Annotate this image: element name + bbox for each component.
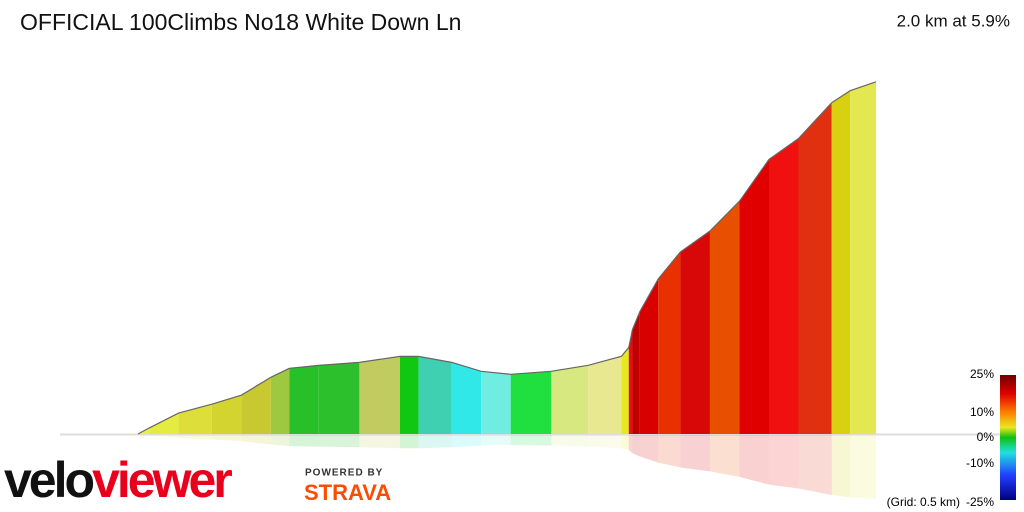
segment-reflection: [709, 435, 740, 477]
logo-viewer: viewer: [92, 452, 232, 508]
gradient-segment: [621, 347, 629, 434]
legend-label: 10%: [970, 405, 994, 419]
segment-reflection: [318, 435, 360, 448]
gradient-segment: [628, 329, 633, 434]
gradient-segment: [680, 231, 710, 434]
gradient-segment: [510, 371, 552, 434]
gradient-segment: [270, 368, 290, 434]
segment-reflection: [680, 435, 710, 472]
segment-reflection: [481, 435, 511, 446]
profile-outline: [137, 81, 877, 435]
legend-label: 25%: [970, 367, 994, 381]
powered-by: POWERED BY: [305, 468, 383, 479]
legend-label: 0%: [977, 430, 995, 444]
gradient-segment: [178, 404, 212, 434]
segment-reflection: [359, 435, 400, 449]
gradient-segment: [451, 362, 482, 434]
segment-reflection: [138, 434, 150, 436]
segment-reflection: [451, 435, 482, 448]
gradient-segment: [318, 362, 360, 434]
logo: veloviewer: [4, 452, 232, 508]
segment-reflection: [289, 435, 319, 447]
gradient-segment: [399, 356, 419, 434]
segment-reflection: [270, 435, 290, 447]
grid-note: (Grid: 0.5 km): [887, 495, 960, 509]
segment-reflection: [798, 435, 832, 496]
segment-reflection: [551, 435, 589, 447]
segment-reflection: [241, 435, 271, 445]
segment-reflection: [639, 435, 659, 463]
segment-reflection: [510, 435, 552, 446]
segment-reflection: [632, 435, 640, 457]
segment-reflection: [588, 435, 622, 449]
legend-label: -10%: [966, 456, 994, 470]
gradient-segment: [632, 311, 640, 434]
segment-reflection: [658, 435, 681, 468]
gradient-segment: [768, 138, 799, 435]
strava-logo: STRAVA: [304, 480, 391, 505]
segment-reflection: [399, 435, 419, 449]
segment-reflection: [850, 435, 876, 499]
gradient-segment: [481, 371, 511, 434]
gradient-legend: [1000, 375, 1016, 500]
gradient-segment: [359, 356, 400, 434]
gradient-segment: [739, 159, 769, 434]
gradient-segment: [211, 395, 242, 434]
gradient-segment: [241, 377, 271, 434]
segment-reflection: [418, 435, 452, 449]
segment-reflection: [211, 435, 242, 442]
gradient-segment: [551, 365, 589, 434]
segment-reflection: [149, 435, 179, 438]
gradient-segment: [831, 90, 851, 434]
profile: [137, 81, 877, 499]
segment-reflection: [628, 435, 633, 454]
gradient-segment: [850, 81, 876, 435]
segment-reflection: [768, 435, 799, 489]
segment-reflection: [621, 435, 629, 450]
gradient-segment: [418, 356, 452, 434]
gradient-segment: [588, 356, 622, 434]
gradient-segment: [658, 251, 681, 434]
gradient-segment: [798, 102, 832, 434]
gradient-segment: [639, 278, 659, 434]
segment-reflection: [831, 435, 851, 498]
gradient-segment: [289, 365, 319, 434]
title: OFFICIAL 100Climbs No18 White Down Ln: [20, 9, 461, 35]
legend-label: -25%: [966, 495, 994, 509]
gradient-segment: [149, 413, 179, 434]
segment-reflection: [739, 435, 769, 485]
gradient-segment: [709, 201, 740, 434]
summary: 2.0 km at 5.9%: [897, 11, 1010, 30]
segment-reflection: [178, 435, 212, 440]
logo-velo: velo: [4, 452, 94, 508]
